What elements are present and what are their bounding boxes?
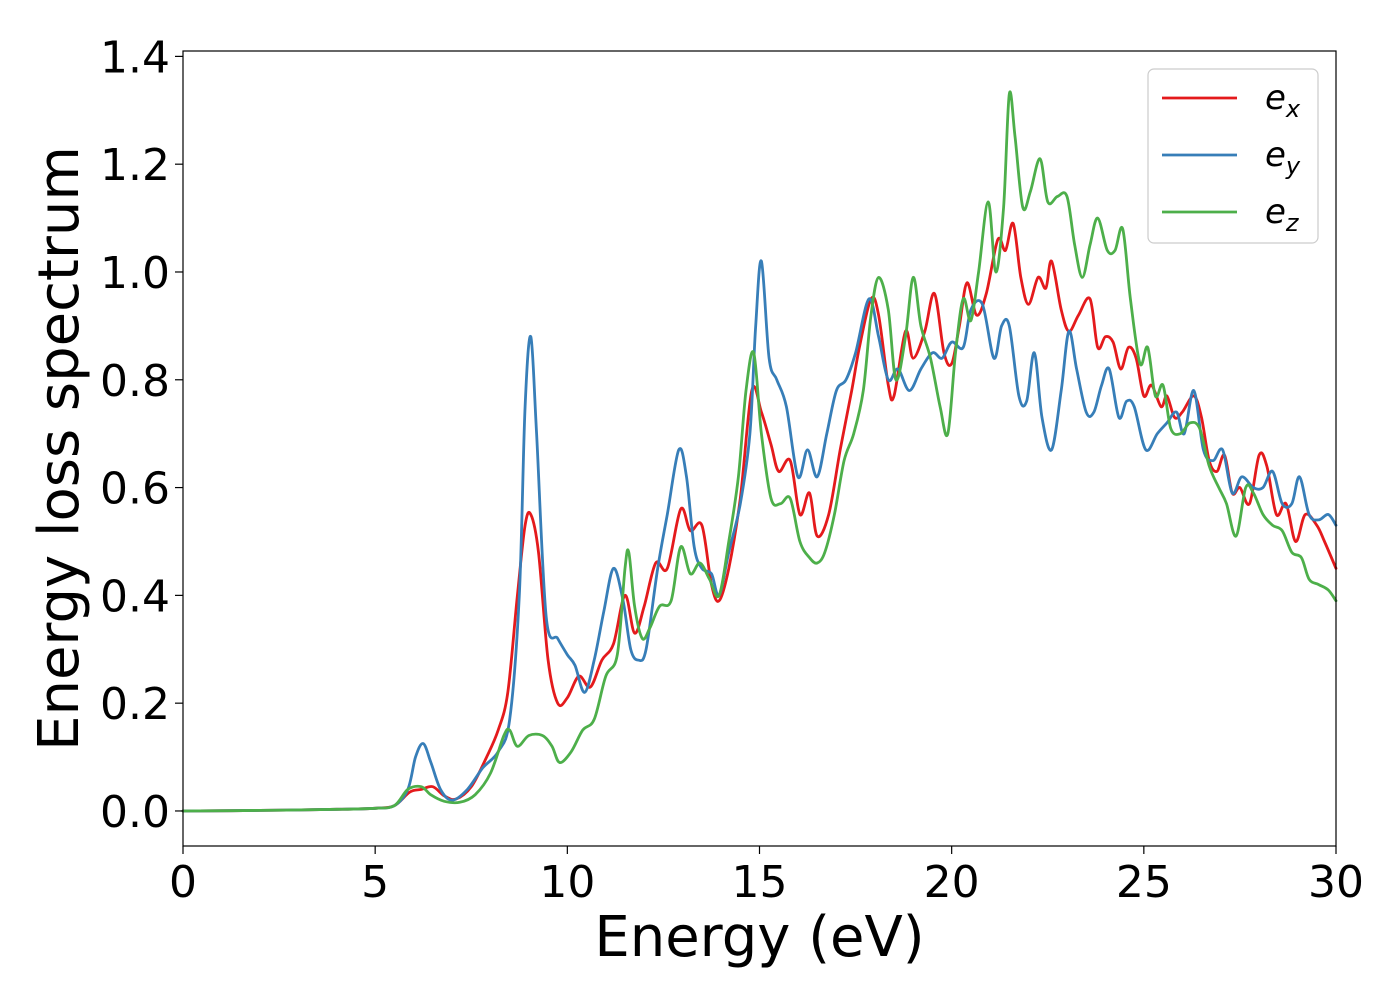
series-line-z <box>181 90 1338 813</box>
x-tick-label: 10 <box>539 857 595 908</box>
y-tick-label: 0.0 <box>100 787 170 838</box>
y-axis-ticks: 0.0 0.2 0.4 0.6 0.8 1.0 1.2 1.4 <box>100 32 183 838</box>
legend-label-y: ey <box>1265 135 1301 180</box>
series-line-y <box>181 259 1338 813</box>
y-tick-label: 0.2 <box>100 679 170 730</box>
series-layer <box>181 90 1338 813</box>
x-tick-label: 5 <box>361 857 389 908</box>
x-tick-label: 25 <box>1116 857 1172 908</box>
y-tick-label: 0.8 <box>100 356 170 407</box>
x-tick-label: 30 <box>1308 857 1364 908</box>
x-axis-ticks: 0 5 10 15 20 25 30 <box>169 846 1364 908</box>
y-axis-title: Energy loss spectrum <box>27 146 92 751</box>
y-tick-label: 1.4 <box>100 32 170 83</box>
x-tick-label: 0 <box>169 857 197 908</box>
y-tick-label: 1.0 <box>100 248 170 299</box>
y-tick-label: 0.6 <box>100 464 170 515</box>
x-tick-label: 15 <box>732 857 788 908</box>
x-tick-label: 20 <box>924 857 980 908</box>
y-tick-label: 0.4 <box>100 571 170 622</box>
legend-label-z: ez <box>1265 192 1300 237</box>
legend-label-x: ex <box>1265 78 1301 123</box>
x-axis-title: Energy (eV) <box>594 905 924 970</box>
legend: ex ey ez <box>1147 68 1319 244</box>
y-tick-label: 1.2 <box>100 140 170 191</box>
